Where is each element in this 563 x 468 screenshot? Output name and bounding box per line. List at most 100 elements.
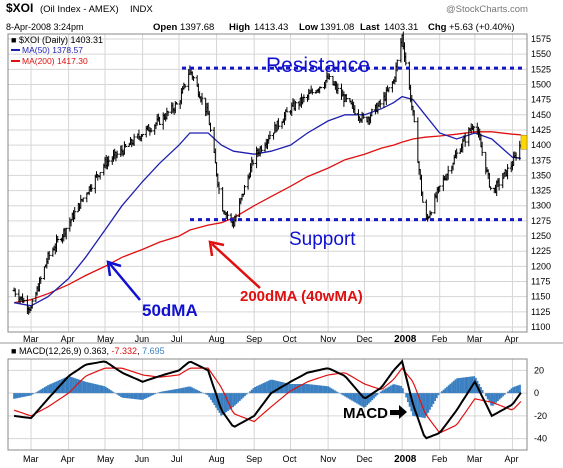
- price-bar: [429, 211, 433, 216]
- low-value: 1391.08: [320, 22, 354, 33]
- macd-histogram-bar: [13, 393, 15, 399]
- macd-histogram-bar: [356, 393, 358, 404]
- macd-histogram-bar: [468, 376, 470, 394]
- macd-histogram-bar: [303, 384, 306, 394]
- macd-histogram-bar: [330, 388, 333, 394]
- open-value: 1397.68: [180, 22, 214, 33]
- macd-histogram-bar: [233, 393, 236, 406]
- macd-histogram-bar: [342, 393, 345, 396]
- price-bar: [272, 132, 276, 140]
- macd-histogram-bar: [45, 386, 48, 394]
- price-bar: [268, 131, 272, 140]
- macd-histogram-bar: [62, 378, 65, 394]
- macd-histogram-bar: [328, 387, 331, 394]
- macd-histogram-bar: [60, 379, 63, 394]
- macd-grid: [8, 359, 527, 450]
- macd-histogram-bar: [456, 378, 459, 394]
- macd-histogram-bar: [81, 380, 83, 394]
- price-x-tick-label: Oct: [283, 334, 298, 344]
- macd-histogram-bar: [508, 389, 511, 394]
- price-bar: [158, 116, 162, 126]
- macd-histogram-bar: [459, 377, 462, 394]
- macd-histogram-bar: [89, 382, 92, 394]
- symbol: $XOI: [6, 1, 33, 15]
- macd-histogram-bar: [340, 393, 343, 395]
- price-bar: [141, 133, 145, 137]
- macd-histogram-bar: [344, 393, 347, 397]
- price-x-tick-label: Mar: [467, 334, 483, 344]
- macd-histogram-bar: [373, 393, 375, 399]
- price-y-tick-label: 1400: [531, 140, 551, 150]
- price-x-tick-label: Jul: [171, 334, 183, 344]
- macd-histogram-bar: [262, 383, 265, 394]
- macd-histogram-bar: [42, 388, 44, 394]
- macd-line-layer: [13, 359, 522, 440]
- macd-histogram-bar: [16, 393, 19, 399]
- macd-histogram-bar: [354, 393, 357, 403]
- macd-histogram-bar: [486, 393, 489, 400]
- macd-x-tick-label: May: [97, 454, 115, 464]
- macd-histogram-bar: [384, 388, 387, 394]
- macd-histogram-bar: [150, 393, 153, 396]
- macd-annotation: MACD: [343, 405, 388, 422]
- macd-histogram-bar: [391, 384, 394, 394]
- macd-histogram-bar: [374, 393, 377, 397]
- macd-histogram-bar: [70, 377, 73, 394]
- macd-histogram-bar: [250, 389, 253, 394]
- macd-histogram-bar: [320, 385, 323, 394]
- price-y-tick-label: 1525: [531, 64, 551, 74]
- macd-histogram-bar: [19, 393, 22, 398]
- macd-histogram-bar: [379, 391, 382, 394]
- price-bar: [259, 145, 263, 153]
- macd-histogram-bar: [452, 380, 455, 394]
- macd-histogram-bar: [121, 393, 124, 398]
- macd-histogram-bar: [159, 391, 161, 394]
- macd-histogram-bar: [123, 393, 126, 398]
- macd-histogram-bar: [367, 393, 370, 404]
- macd-x-tick-label: Mar: [467, 454, 483, 464]
- macd-histogram-bar: [21, 393, 24, 398]
- macd-histogram-bar: [349, 393, 352, 400]
- low-label: Low: [299, 22, 319, 33]
- macd-histogram-bar: [99, 385, 102, 394]
- macd-histogram-bar: [357, 393, 360, 405]
- price-x-tick-label: Dec: [357, 334, 374, 344]
- macd-histogram-bar: [463, 377, 465, 394]
- macd-histogram-bar: [311, 384, 314, 394]
- macd-histogram-bar: [82, 381, 85, 394]
- macd-histogram-bar: [510, 388, 513, 394]
- macd-histogram-bar: [502, 393, 504, 397]
- macd-histogram-bar: [283, 382, 285, 394]
- macd-histogram-bar: [345, 393, 348, 398]
- macd-histogram-bar: [491, 393, 494, 406]
- macd-histogram-bar: [451, 382, 453, 394]
- price-bar: [209, 122, 213, 132]
- macd-histogram-bar: [221, 393, 224, 415]
- macd-histogram-bar: [413, 393, 416, 417]
- price-bar: [336, 83, 340, 95]
- macd-histogram-bar: [519, 384, 521, 394]
- price-y-tick-label: 1425: [531, 125, 551, 135]
- macd-histogram-bar: [272, 380, 275, 394]
- macd-histogram-bar: [315, 384, 318, 394]
- macd-histogram-bar: [469, 376, 472, 394]
- ma50-annotation: 50dMA: [142, 301, 198, 320]
- price-bars-layer: [12, 31, 523, 315]
- price-y-tick-label: 1325: [531, 186, 551, 196]
- macd-histogram-bar: [113, 392, 116, 394]
- macd-histogram-bar: [449, 383, 452, 394]
- macd-histogram-bar: [464, 377, 467, 394]
- price-x-tick-label: Nov: [320, 334, 337, 344]
- macd-histogram-bar: [488, 393, 491, 403]
- macd-histogram-bar: [118, 393, 121, 396]
- macd-histogram-bar: [437, 393, 440, 396]
- macd-histogram-bar: [160, 391, 163, 394]
- macd-histogram-bar: [31, 393, 34, 395]
- macd-histogram-bar: [313, 384, 316, 394]
- ma50-layer: [13, 95, 521, 307]
- macd-histogram-bar: [87, 382, 90, 394]
- macd-y-axis: 20 0 -20 -40: [534, 365, 547, 443]
- macd-histogram-bar: [135, 393, 138, 400]
- date-line: 8-Apr-2008 3:24pm: [6, 22, 84, 32]
